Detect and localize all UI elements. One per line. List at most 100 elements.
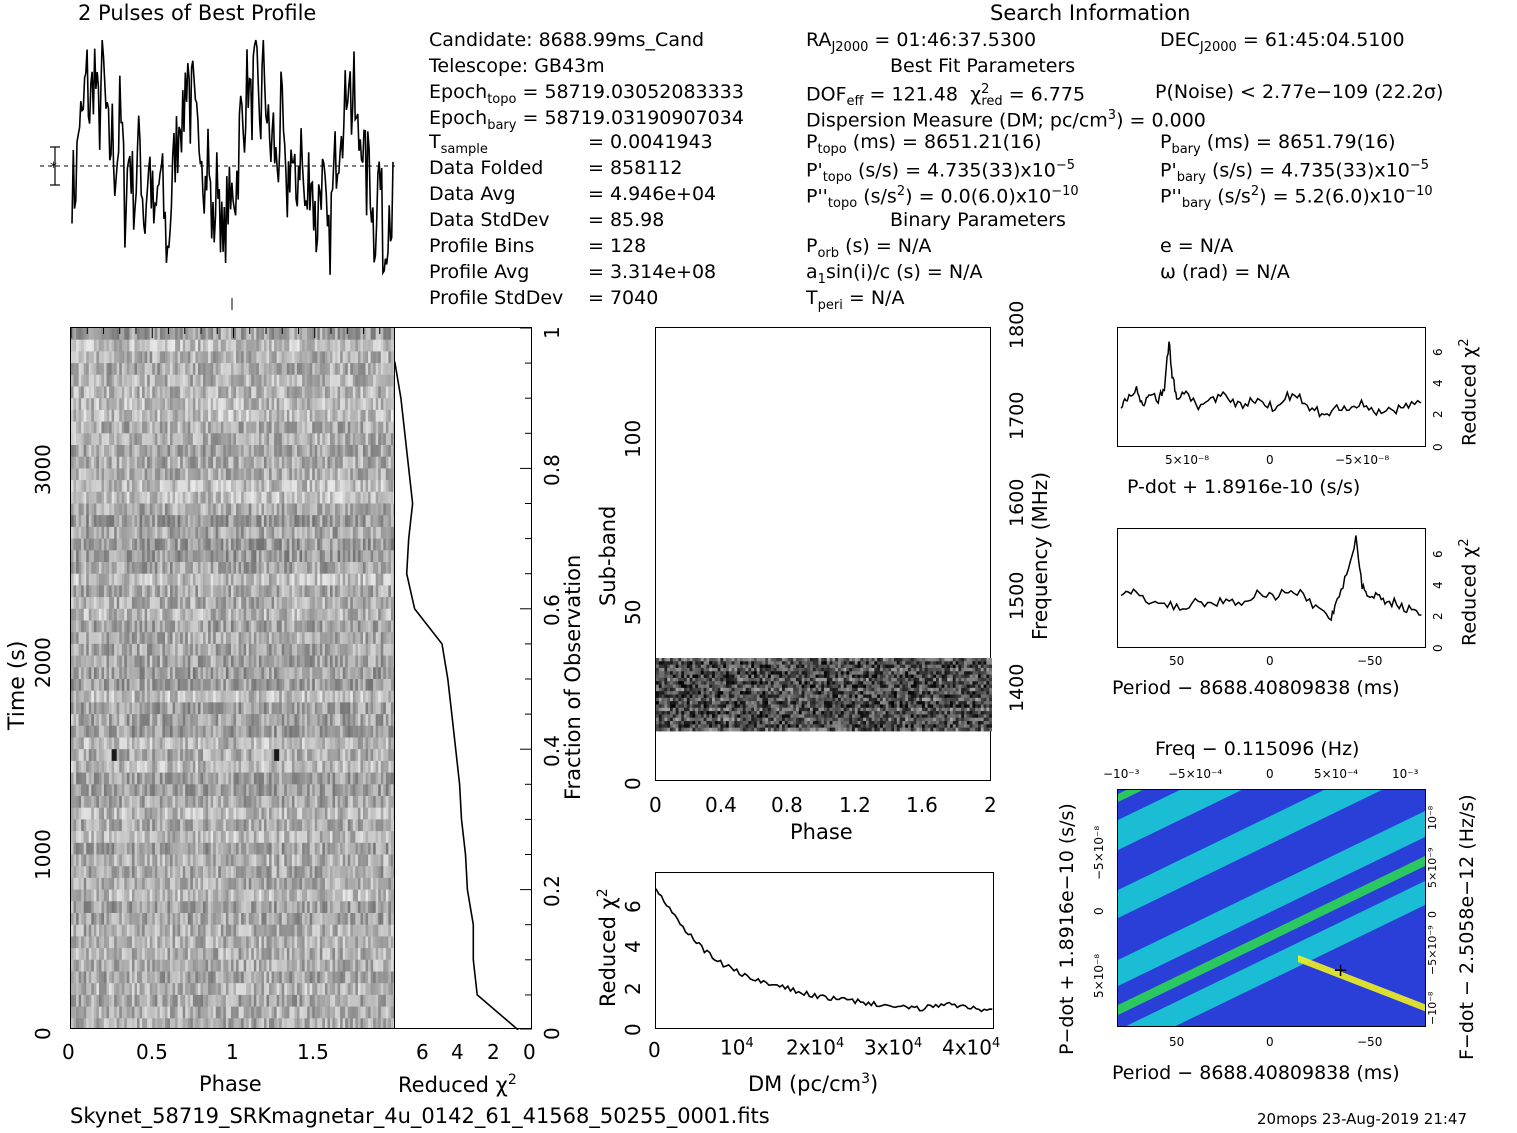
time-phase-cell (271, 643, 275, 657)
time-phase-cell (390, 608, 394, 621)
time-phase-cell (167, 702, 171, 715)
time-phase-cell (390, 433, 394, 446)
time-phase-cell (329, 655, 334, 668)
time-phase-cell (124, 714, 128, 727)
time-phase-cell (119, 585, 123, 598)
time-phase-cell (335, 328, 339, 341)
time-phase-cell (88, 445, 92, 458)
time-phase-cell (312, 445, 316, 458)
time-phase-cell (357, 550, 361, 563)
time-phase-cell (137, 702, 141, 715)
time-phase-cell (350, 562, 354, 575)
time-phase-cell (248, 398, 252, 411)
time-phase-cell (172, 503, 176, 516)
time-phase-cell (131, 597, 135, 610)
time-phase-cell (154, 433, 158, 446)
time-phase-cell (175, 363, 179, 376)
time-phase-cell (373, 585, 377, 598)
time-phase-cell (215, 386, 219, 399)
time-phase-cell (327, 339, 331, 352)
time-phase-cell (215, 328, 219, 341)
time-phase-cell (159, 597, 163, 610)
time-phase-cell (352, 562, 356, 575)
time-phase-cell (296, 725, 301, 738)
time-phase-cell (91, 714, 95, 727)
time-phase-cell (144, 772, 148, 785)
time-phase-cell (289, 480, 293, 493)
time-phase-cell (137, 620, 141, 633)
time-phase-cell (175, 679, 179, 692)
time-phase-cell (390, 620, 394, 633)
time-phase-cell (253, 468, 257, 481)
time-phase-cell (281, 725, 285, 738)
time-phase-cell (131, 491, 135, 504)
time-phase-cell (312, 760, 316, 774)
time-phase-cell (149, 456, 153, 469)
time-phase-cell (350, 421, 354, 434)
time-phase-cell (124, 433, 128, 446)
time-phase-cell (307, 620, 311, 633)
time-phase-cell (378, 480, 382, 493)
time-phase-cell (220, 679, 224, 692)
time-phase-cell (203, 550, 207, 563)
time-phase-cell (322, 667, 326, 680)
time-phase-cell (195, 679, 199, 692)
time-phase-cell (182, 363, 186, 376)
time-phase-cell (258, 679, 262, 692)
time-phase-cell (96, 667, 100, 680)
time-phase-cell (238, 772, 242, 785)
time-phase-cell (370, 550, 374, 563)
time-phase-cell (157, 538, 161, 551)
time-phase-cell (241, 620, 245, 633)
time-phase-cell (116, 339, 120, 352)
time-phase-cell (78, 573, 82, 586)
time-phase-cell (129, 585, 133, 598)
time-phase-cell (213, 339, 217, 352)
time-phase-cell (340, 398, 344, 411)
time-phase-cell (137, 760, 141, 774)
time-phase-cell (154, 503, 158, 516)
time-phase-cell (319, 538, 323, 551)
time-phase-cell (71, 480, 75, 493)
time-phase-cell (203, 562, 207, 575)
time-phase-cell (276, 562, 280, 575)
time-phase-cell (335, 655, 339, 668)
time-phase-cell (289, 702, 293, 715)
time-phase-cell (314, 538, 318, 551)
time-phase-cell (355, 655, 359, 668)
time-phase-cell (119, 679, 123, 692)
time-phase-cell (129, 714, 133, 727)
time-phase-cell (385, 702, 389, 715)
time-phase-cell (347, 643, 351, 657)
time-phase-cell (299, 737, 303, 750)
time-phase-cell (233, 760, 237, 774)
time-phase-cell (116, 737, 120, 750)
time-phase-cell (73, 702, 77, 715)
time-phase-cell (195, 328, 199, 341)
time-phase-cell (299, 351, 303, 364)
time-phase-cell (78, 643, 82, 657)
time-phase-cell (180, 456, 184, 469)
time-phase-cell (167, 398, 171, 411)
time-phase-cell (116, 491, 120, 504)
time-phase-cell (180, 562, 184, 575)
time-phase-cell (274, 328, 278, 341)
time-phase-cell (200, 608, 204, 621)
time-phase-cell (370, 690, 374, 703)
time-phase-cell (137, 503, 141, 516)
time-phase-cell (236, 620, 240, 633)
time-phase-cell (126, 620, 130, 633)
time-phase-cell (375, 503, 379, 516)
time-phase-cell (106, 620, 110, 633)
time-phase-cell (263, 550, 268, 563)
time-phase-cell (256, 690, 260, 703)
time-phase-cell (182, 374, 186, 387)
time-phase-cell (296, 679, 301, 692)
time-phase-cell (101, 690, 105, 703)
time-phase-cell (284, 655, 288, 668)
time-phase-cell (347, 679, 351, 692)
time-phase-cell (203, 328, 207, 341)
time-phase-cell (215, 597, 219, 610)
time-phase-cell (71, 632, 75, 645)
time-phase-cell (192, 515, 196, 528)
